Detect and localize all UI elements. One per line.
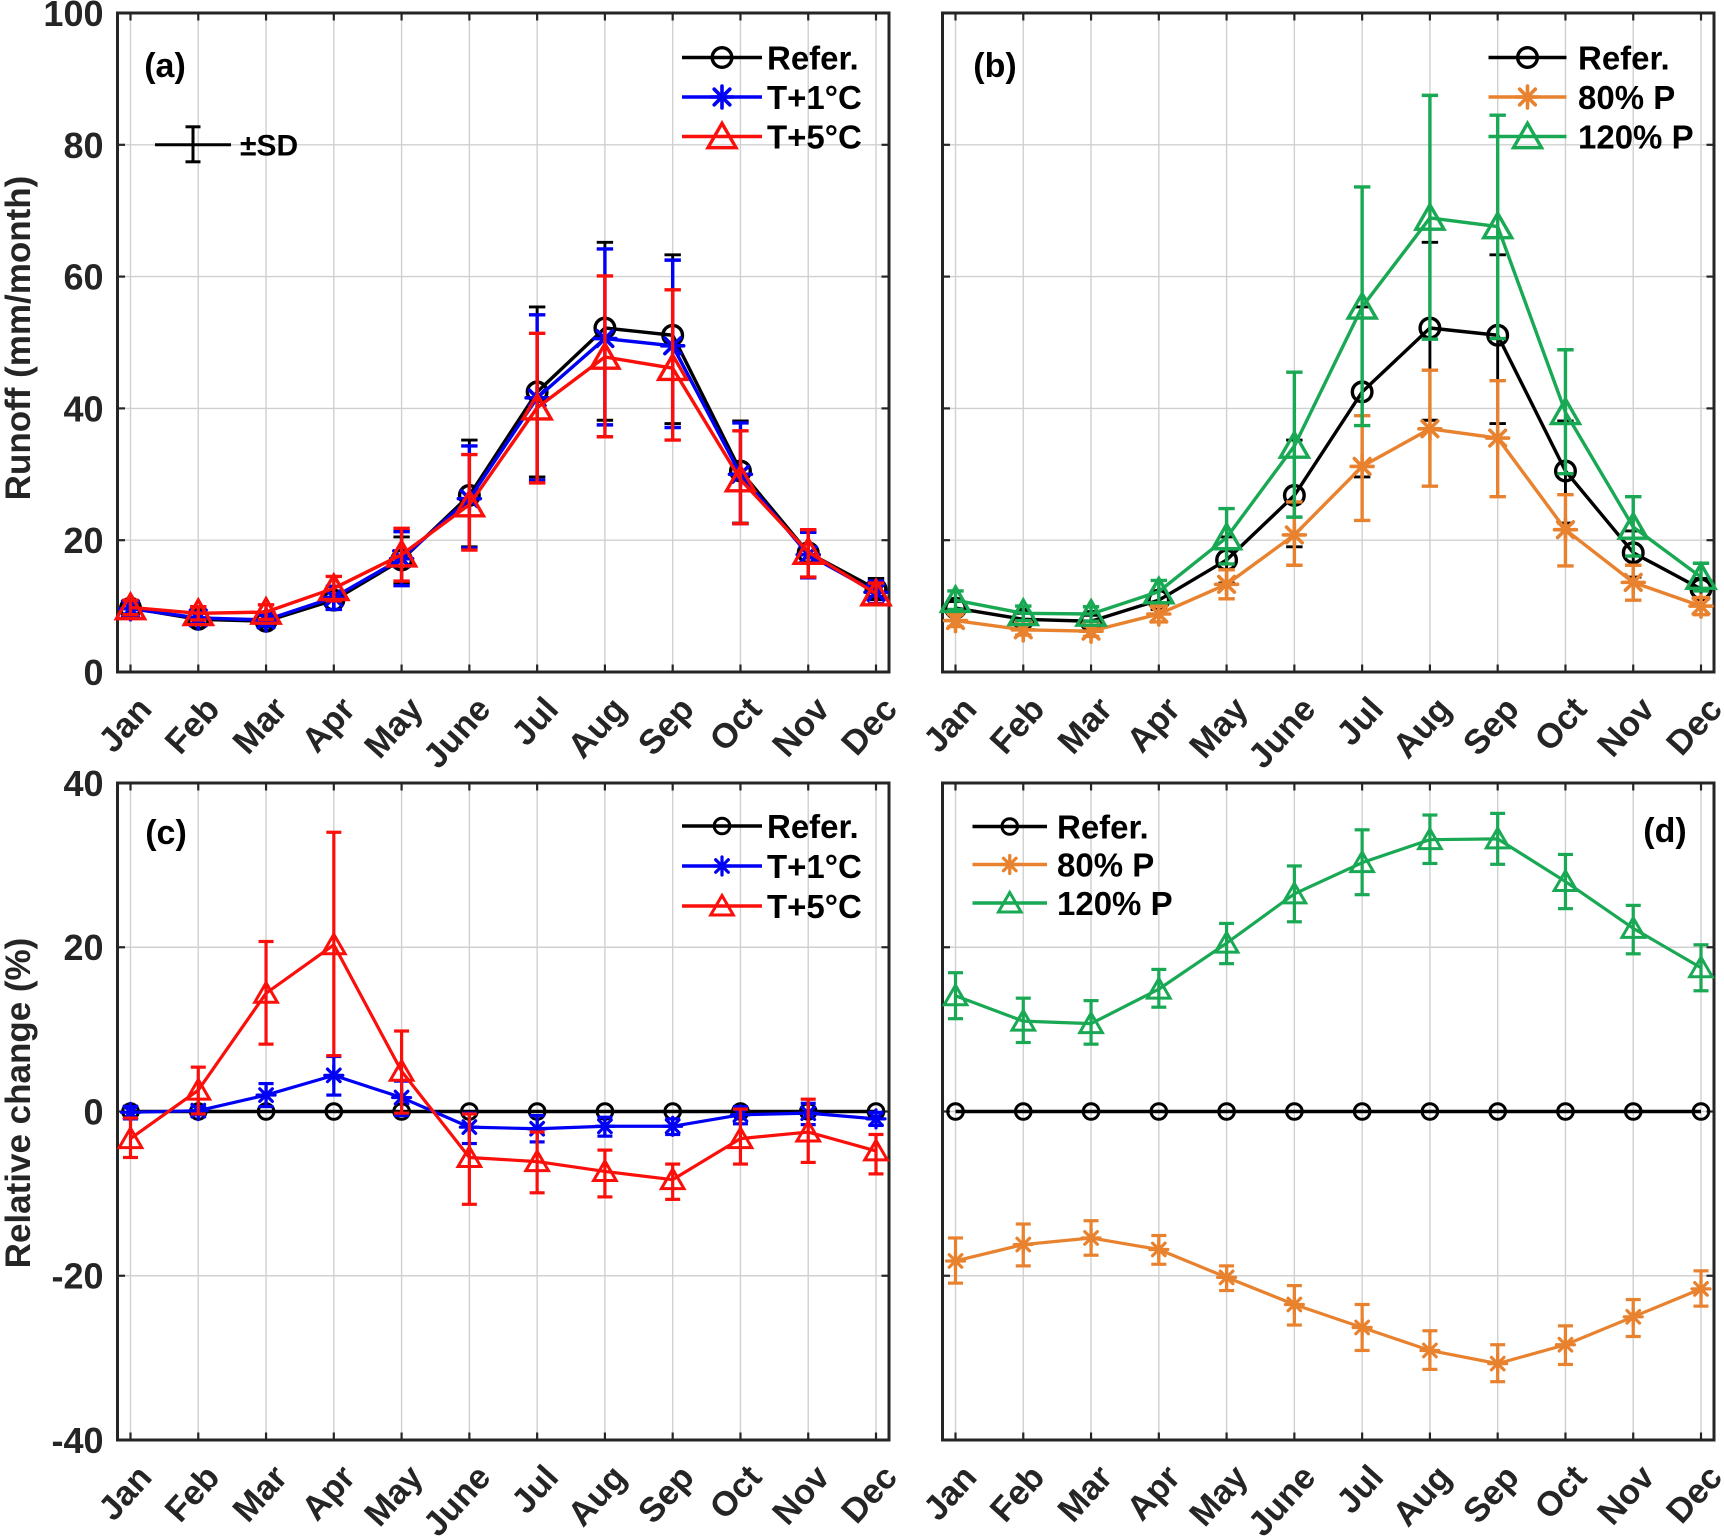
svg-text:20: 20 bbox=[63, 520, 103, 561]
svg-text:Runoff (mm/month): Runoff (mm/month) bbox=[0, 176, 38, 501]
svg-text:0: 0 bbox=[83, 652, 103, 693]
svg-text:40: 40 bbox=[63, 763, 103, 804]
svg-text:Refer.: Refer. bbox=[767, 808, 859, 845]
svg-text:Refer.: Refer. bbox=[1578, 39, 1670, 76]
svg-text:-20: -20 bbox=[51, 1256, 103, 1297]
svg-text:0: 0 bbox=[83, 1091, 103, 1132]
svg-text:60: 60 bbox=[63, 257, 103, 298]
svg-text:T+5°C: T+5°C bbox=[767, 888, 862, 925]
svg-text:Refer.: Refer. bbox=[1057, 808, 1149, 845]
svg-text:20: 20 bbox=[63, 927, 103, 968]
svg-text:-40: -40 bbox=[51, 1420, 103, 1461]
svg-text:T+1°C: T+1°C bbox=[767, 848, 862, 885]
svg-text:T+5°C: T+5°C bbox=[767, 118, 862, 155]
svg-text:120% P: 120% P bbox=[1057, 885, 1173, 922]
svg-text:±SD: ±SD bbox=[240, 130, 298, 163]
svg-text:40: 40 bbox=[63, 388, 103, 429]
svg-text:(a): (a) bbox=[144, 47, 186, 85]
svg-text:(d): (d) bbox=[1643, 812, 1686, 850]
svg-text:(b): (b) bbox=[973, 47, 1016, 85]
svg-text:Refer.: Refer. bbox=[767, 39, 859, 76]
svg-text:120% P: 120% P bbox=[1578, 118, 1694, 155]
svg-text:80% P: 80% P bbox=[1057, 846, 1154, 883]
svg-text:T+1°C: T+1°C bbox=[767, 79, 862, 116]
svg-text:80: 80 bbox=[63, 125, 103, 166]
svg-text:Relative change (%): Relative change (%) bbox=[0, 938, 38, 1269]
svg-text:100: 100 bbox=[43, 0, 103, 34]
svg-text:80% P: 80% P bbox=[1578, 79, 1675, 116]
svg-text:(c): (c) bbox=[145, 814, 187, 852]
